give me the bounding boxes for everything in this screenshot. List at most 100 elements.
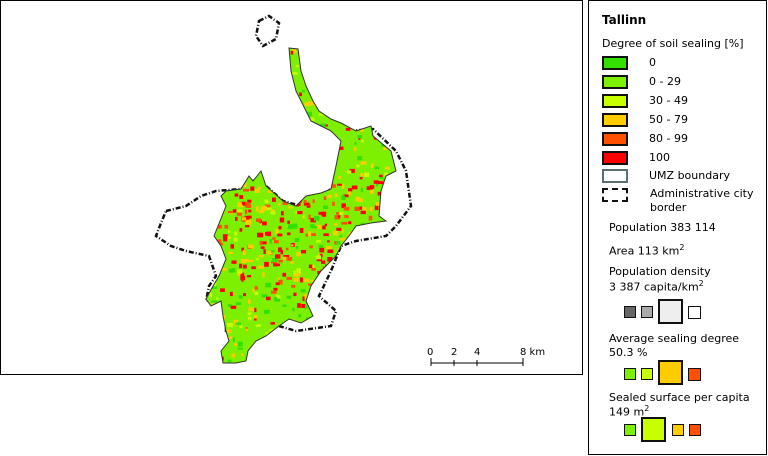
raster-cell: [390, 223, 393, 226]
raster-cell: [311, 268, 316, 271]
raster-cell: [270, 161, 274, 165]
raster-cell: [366, 223, 370, 229]
raster-cell: [279, 86, 283, 91]
raster-cell: [382, 333, 388, 339]
raster-cell: [238, 135, 244, 140]
raster-cell: [230, 305, 237, 309]
map-frame[interactable]: 0 2 4 8 km: [0, 0, 583, 375]
raster-cell: [387, 86, 391, 90]
raster-cell: [402, 82, 405, 87]
scale-tick-8: 8 km: [520, 347, 546, 358]
raster-cell: [165, 277, 170, 279]
raster-cell: [244, 82, 248, 86]
raster-cell: [187, 371, 190, 376]
raster-cell: [306, 48, 310, 52]
raster-cell: [403, 81, 409, 84]
raster-cell: [410, 332, 416, 336]
raster-cell: [279, 346, 284, 352]
raster-cell: [334, 48, 338, 49]
raster-cell: [274, 229, 279, 234]
raster-cell: [387, 316, 391, 322]
raster-cell: [255, 206, 259, 212]
raster-cell: [323, 205, 328, 209]
raster-cell: [269, 328, 274, 332]
raster-cell: [397, 138, 401, 140]
raster-cell: [287, 224, 294, 230]
raster-cell: [254, 318, 257, 321]
raster-cell: [349, 301, 356, 305]
raster-cell: [362, 207, 367, 213]
raster-cell: [306, 341, 311, 346]
raster-cell: [360, 275, 364, 278]
raster-cell: [346, 84, 352, 89]
raster-cell: [398, 313, 402, 316]
raster-cell: [362, 263, 367, 267]
raster-cell: [397, 116, 403, 119]
raster-cell: [239, 74, 242, 78]
raster-cell: [329, 291, 332, 295]
raster-cell: [229, 129, 235, 135]
raster-cell: [275, 254, 281, 259]
raster-cell: [258, 186, 261, 189]
raster-cell: [182, 238, 187, 241]
raster-cell: [167, 42, 169, 46]
raster-cell: [357, 269, 363, 273]
raster-cell: [307, 360, 310, 363]
raster-cell: [295, 64, 299, 68]
raster-cell: [206, 281, 208, 286]
raster-cell: [366, 186, 373, 190]
raster-cell: [227, 210, 233, 214]
raster-cell: [334, 67, 339, 72]
raster-cell: [260, 344, 264, 348]
raster-cell: [239, 101, 245, 106]
raster-cell: [317, 70, 321, 74]
raster-cell: [353, 244, 357, 248]
raster-cell: [379, 176, 384, 179]
raster-cell: [227, 304, 232, 307]
sealing-symbol-2: [641, 368, 653, 380]
raster-cell: [308, 283, 314, 286]
raster-cell: [290, 50, 294, 55]
raster-cell: [372, 321, 379, 326]
raster-cell: [285, 90, 291, 95]
raster-cell: [304, 155, 310, 159]
class-label: 50 - 79: [649, 113, 688, 126]
raster-cell: [226, 63, 231, 67]
raster-cell: [176, 81, 181, 83]
raster-cell: [278, 176, 284, 181]
raster-cell: [186, 115, 188, 117]
raster-cell: [215, 195, 220, 199]
raster-cell: [218, 204, 224, 207]
density-symbol-4: [688, 306, 701, 319]
raster-cell: [266, 120, 270, 124]
raster-cell: [246, 275, 252, 278]
raster-cell: [300, 249, 307, 254]
raster-cell: [372, 319, 376, 323]
raster-cell: [360, 222, 365, 226]
raster-cell: [364, 227, 369, 231]
raster-cell: [369, 206, 373, 212]
raster-cell: [258, 210, 265, 214]
raster-cell: [374, 307, 377, 313]
raster-cell: [309, 125, 314, 130]
raster-cell: [326, 158, 332, 164]
raster-cell: [379, 91, 385, 94]
raster-cell: [341, 195, 345, 200]
raster-cell: [308, 264, 313, 269]
raster-cell: [258, 265, 265, 269]
raster-cell: [239, 325, 243, 329]
raster-cell: [169, 179, 173, 183]
raster-cell: [222, 234, 228, 240]
raster-cell: [349, 348, 354, 352]
admin-swatch: [602, 188, 628, 202]
raster-cell: [366, 96, 370, 99]
class-swatch: [602, 113, 628, 127]
raster-cell: [191, 138, 196, 141]
raster-cell: [291, 284, 296, 288]
raster-cell: [370, 360, 376, 363]
raster-cell: [383, 64, 390, 67]
raster-cell: [232, 209, 237, 213]
sealed-value: 149 m2: [609, 404, 649, 419]
raster-cell: [165, 118, 170, 122]
raster-cell: [354, 115, 360, 118]
